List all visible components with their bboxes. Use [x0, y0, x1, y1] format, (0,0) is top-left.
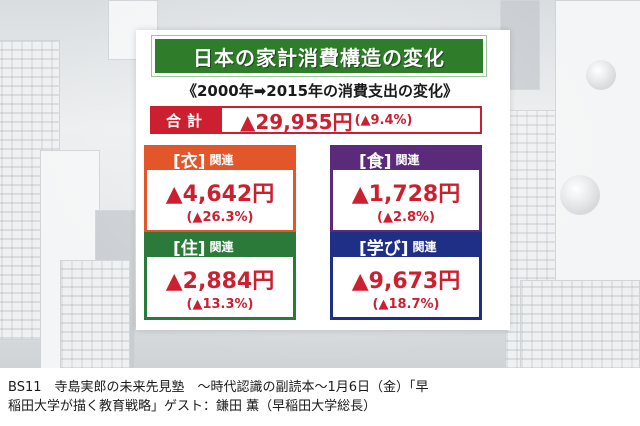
video-frame[interactable]: 日本の家計消費構造の変化 《2000年➡2015年の消費支出の変化》 合計 ▲2…: [0, 0, 640, 368]
category-header: [学び] 関連: [333, 235, 479, 259]
category-suffix: 関連: [209, 239, 234, 254]
category-change: (▲18.7%): [372, 297, 440, 312]
category-card-clothing: [衣] 関連 ▲4,642円 (▲26.3%): [144, 145, 296, 233]
category-amount: ▲1,728円: [351, 182, 461, 207]
category-card-learning: [学び] 関連 ▲9,673円 (▲18.7%): [330, 232, 482, 320]
category-amount: ▲9,673円: [351, 269, 461, 294]
background-dome: [586, 60, 616, 90]
background-building: [520, 280, 640, 368]
background-dome: [560, 175, 600, 215]
category-name: [住]: [173, 238, 206, 259]
category-change: (▲13.3%): [186, 297, 254, 312]
caption-line-2: 稲田大学が描く教育戦略」ゲスト：鎌田 薫（早稲田大学総長）: [8, 399, 377, 414]
category-header: [住] 関連: [147, 235, 293, 259]
category-header: [衣] 関連: [147, 148, 293, 172]
slide-title-banner: 日本の家計消費構造の変化: [151, 35, 487, 77]
category-suffix: 関連: [412, 239, 437, 254]
total-row: 合計 ▲29,955円 (▲9.4%): [150, 106, 482, 134]
category-amount: ▲4,642円: [165, 182, 275, 207]
category-amount: ▲2,884円: [165, 269, 275, 294]
category-suffix: 関連: [395, 152, 420, 167]
category-name: [衣]: [173, 151, 206, 172]
total-change: (▲9.4%): [354, 112, 413, 128]
category-change: (▲2.8%): [377, 210, 435, 225]
category-card-housing: [住] 関連 ▲2,884円 (▲13.3%): [144, 232, 296, 320]
category-card-food: [食] 関連 ▲1,728円 (▲2.8%): [330, 145, 482, 233]
category-header: [食] 関連: [333, 148, 479, 172]
category-suffix: 関連: [209, 152, 234, 167]
total-value: ▲29,955円: [240, 109, 353, 134]
slide-subtitle: 《2000年➡2015年の消費支出の変化》: [181, 82, 459, 100]
background-building: [60, 260, 130, 368]
category-name: [学び]: [359, 238, 409, 259]
slide-title: 日本の家計消費構造の変化: [193, 45, 445, 70]
total-label: 合計: [152, 108, 222, 132]
category-change: (▲26.3%): [186, 210, 254, 225]
video-caption: BS11 寺島実郎の未来先見塾 ～時代認識の副読本～1月6日（金）「早 稲田大学…: [0, 368, 640, 426]
caption-line-1: BS11 寺島実郎の未来先見塾 ～時代認識の副読本～1月6日（金）「早: [8, 380, 429, 395]
category-name: [食]: [359, 151, 392, 172]
